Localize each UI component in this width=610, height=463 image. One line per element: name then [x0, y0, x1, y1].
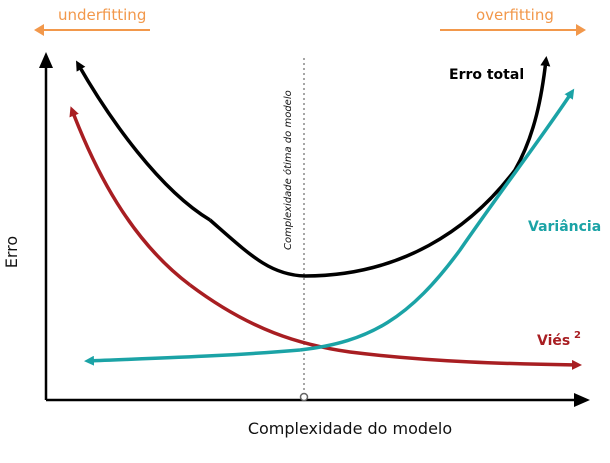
bias-curve-left: [69, 106, 192, 287]
y-axis-arrow-icon: [39, 52, 53, 68]
left-arrowhead-icon: [34, 24, 44, 36]
total-error-curve-right: [208, 56, 551, 278]
x-axis-label: Complexidade do modelo: [248, 419, 452, 438]
bias-label: Viés: [537, 333, 570, 349]
optimal-complexity-marker: [299, 392, 309, 402]
bias-curve-right: [188, 283, 582, 370]
overfitting-label: overfitting: [476, 6, 554, 24]
y-axis-label: Erro: [2, 236, 21, 268]
total-error-curve-left: [76, 60, 211, 222]
bias-exponent-label: 2: [574, 330, 581, 341]
variance-label: Variância: [528, 219, 601, 235]
underfitting-label: underfitting: [58, 6, 146, 24]
optimal-complexity-label: Complexidade ótima do modelo: [282, 90, 294, 250]
right-arrowhead-icon: [576, 24, 586, 36]
total-error-label: Erro total: [449, 67, 524, 83]
variance-curve-right: [299, 88, 575, 352]
variance-curve-left: [84, 348, 301, 366]
x-axis-arrow-icon: [574, 393, 590, 407]
